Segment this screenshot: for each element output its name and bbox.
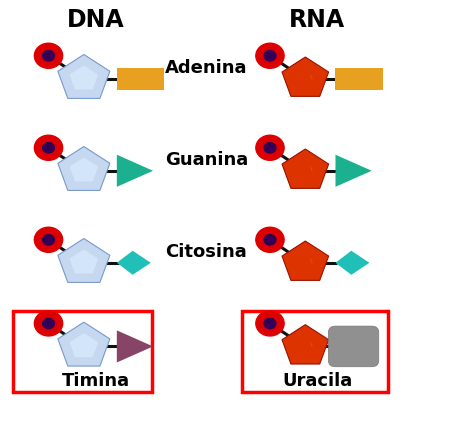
Polygon shape (58, 322, 110, 366)
Polygon shape (58, 239, 110, 282)
Circle shape (35, 43, 63, 68)
Polygon shape (70, 249, 98, 274)
Text: DNA: DNA (67, 8, 125, 32)
Polygon shape (310, 74, 312, 81)
Circle shape (264, 234, 276, 245)
Polygon shape (70, 65, 98, 90)
Circle shape (256, 311, 284, 336)
Circle shape (43, 51, 55, 61)
Polygon shape (336, 251, 369, 275)
FancyBboxPatch shape (242, 311, 388, 392)
Polygon shape (310, 341, 312, 349)
Circle shape (264, 51, 276, 61)
Polygon shape (70, 333, 98, 357)
Circle shape (43, 318, 55, 329)
Circle shape (43, 234, 55, 245)
Circle shape (256, 135, 284, 160)
Polygon shape (282, 57, 328, 96)
Polygon shape (282, 325, 328, 364)
Text: RNA: RNA (289, 8, 345, 32)
Circle shape (35, 311, 63, 336)
Polygon shape (282, 241, 328, 280)
Text: Adenina: Adenina (165, 59, 247, 77)
FancyBboxPatch shape (13, 311, 152, 392)
Polygon shape (310, 165, 312, 173)
Circle shape (35, 227, 63, 252)
Circle shape (35, 135, 63, 160)
Circle shape (264, 318, 276, 329)
Circle shape (264, 142, 276, 153)
Text: Citosina: Citosina (165, 243, 247, 261)
Text: Guanina: Guanina (165, 151, 248, 169)
Polygon shape (336, 155, 372, 187)
Polygon shape (117, 155, 153, 187)
Polygon shape (58, 54, 110, 99)
Text: Uracila: Uracila (282, 372, 352, 390)
Polygon shape (117, 330, 153, 362)
Circle shape (43, 142, 55, 153)
Polygon shape (282, 149, 328, 188)
Polygon shape (310, 258, 312, 265)
Text: Timina: Timina (62, 372, 130, 390)
Circle shape (256, 43, 284, 68)
FancyBboxPatch shape (117, 68, 164, 90)
FancyBboxPatch shape (336, 68, 383, 90)
Polygon shape (70, 157, 98, 181)
Circle shape (256, 227, 284, 252)
FancyBboxPatch shape (328, 326, 379, 367)
Polygon shape (58, 147, 110, 190)
Polygon shape (117, 251, 151, 275)
